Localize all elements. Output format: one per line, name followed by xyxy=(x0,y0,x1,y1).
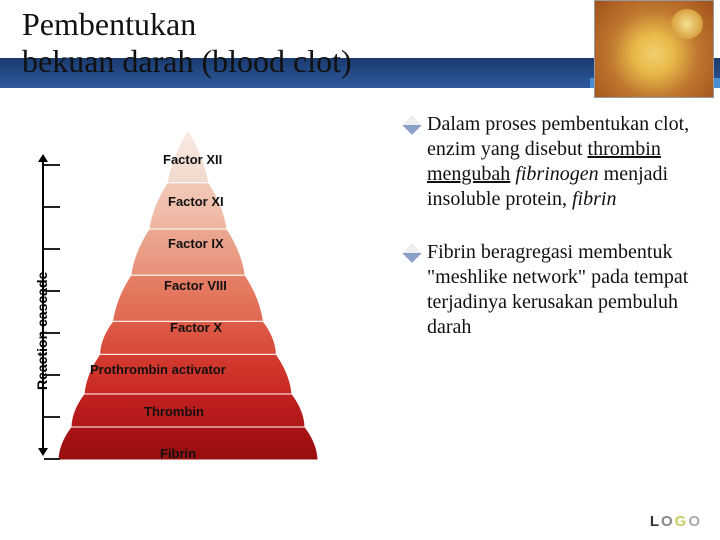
page-title: Pembentukan bekuan darah (blood clot) xyxy=(22,6,542,80)
tick-mark xyxy=(44,206,60,208)
factor-label: Factor VIII xyxy=(164,278,227,293)
bullet-2: Fibrin beragregasi membentuk "meshlike n… xyxy=(405,240,705,340)
title-line2: bekuan darah (blood clot) xyxy=(22,43,352,79)
factor-label: Prothrombin activator xyxy=(90,362,226,377)
tick-mark xyxy=(44,416,60,418)
factor-label: Factor XI xyxy=(168,194,224,209)
corner-image xyxy=(594,0,714,98)
bullet-1: Dalam proses pembentukan clot, enzim yan… xyxy=(405,112,705,212)
factor-label: Factor XII xyxy=(163,152,222,167)
factor-label: Factor X xyxy=(170,320,222,335)
logo: LOGO xyxy=(650,513,702,530)
cascade-diagram: Reaction cascade Factor XIIFactor XIFact… xyxy=(30,120,380,480)
factor-label: Thrombin xyxy=(144,404,204,419)
factor-label: Fibrin xyxy=(160,446,196,461)
diamond-bullet-icon xyxy=(405,118,419,132)
diamond-bullet-icon xyxy=(405,246,419,260)
tick-mark xyxy=(44,290,60,292)
tick-mark xyxy=(44,332,60,334)
factor-label: Factor IX xyxy=(168,236,224,251)
bullet-1-text: Dalam proses pembentukan clot, enzim yan… xyxy=(427,112,705,212)
title-line1: Pembentukan xyxy=(22,6,196,42)
content-area: Dalam proses pembentukan clot, enzim yan… xyxy=(405,112,705,368)
tick-mark xyxy=(44,248,60,250)
tick-mark xyxy=(44,374,60,376)
tick-mark xyxy=(44,164,60,166)
bullet-2-text: Fibrin beragregasi membentuk "meshlike n… xyxy=(427,240,705,340)
tick-mark xyxy=(44,458,60,460)
